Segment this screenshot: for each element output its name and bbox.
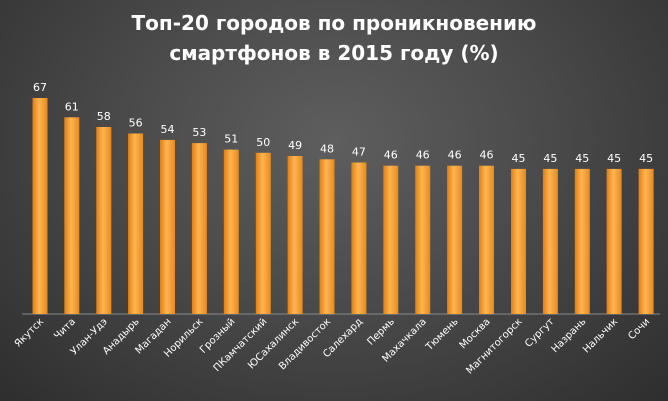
data-label-8: 49 <box>288 139 302 152</box>
bar-16 <box>542 168 558 314</box>
bar-5 <box>191 143 207 314</box>
data-label-0: 67 <box>33 81 47 94</box>
bar-2 <box>96 127 112 314</box>
bar-18 <box>606 168 622 314</box>
data-label-2: 58 <box>97 110 111 123</box>
x-tick-label-11: Пермь <box>365 316 397 348</box>
x-tick-label-13: Тюмень <box>423 316 460 353</box>
data-label-5: 53 <box>192 126 206 139</box>
data-label-13: 46 <box>448 149 462 162</box>
x-tick-label-0: Якутск <box>13 316 46 349</box>
data-label-14: 46 <box>480 149 494 162</box>
data-label-10: 47 <box>352 146 366 159</box>
data-label-9: 48 <box>320 142 334 155</box>
bar-9 <box>319 159 335 314</box>
data-label-4: 54 <box>161 123 175 136</box>
bar-0 <box>32 98 48 314</box>
data-label-19: 45 <box>639 152 653 165</box>
data-label-18: 45 <box>607 152 621 165</box>
bar-19 <box>638 168 654 314</box>
x-tick-label-1: Чита <box>52 316 78 342</box>
bar-11 <box>383 165 399 314</box>
data-label-3: 56 <box>129 117 143 130</box>
bar-12 <box>415 165 431 314</box>
bar-15 <box>511 168 526 314</box>
data-label-12: 46 <box>416 149 430 162</box>
data-label-17: 45 <box>575 152 589 165</box>
data-label-15: 45 <box>512 152 526 165</box>
bar-6 <box>223 149 239 314</box>
data-label-11: 46 <box>384 149 398 162</box>
chart-title: Топ-20 городов по проникновению смартфон… <box>131 11 537 65</box>
bar-4 <box>160 139 175 314</box>
bar-8 <box>287 156 303 314</box>
data-label-16: 45 <box>543 152 557 165</box>
x-tick-label-18: Нальчик <box>581 316 620 355</box>
data-label-7: 50 <box>256 136 270 149</box>
bar-1 <box>64 117 80 314</box>
bar-17 <box>574 168 590 314</box>
bar-13 <box>447 165 463 314</box>
bar-3 <box>128 133 144 314</box>
data-label-1: 61 <box>65 100 79 113</box>
data-label-6: 51 <box>224 133 238 146</box>
bar-14 <box>479 165 494 314</box>
x-tick-label-19: Сочи <box>626 316 652 342</box>
bar-7 <box>255 152 271 314</box>
x-tick-label-15: Магнитогорск <box>464 316 524 376</box>
bar-10 <box>351 162 367 314</box>
